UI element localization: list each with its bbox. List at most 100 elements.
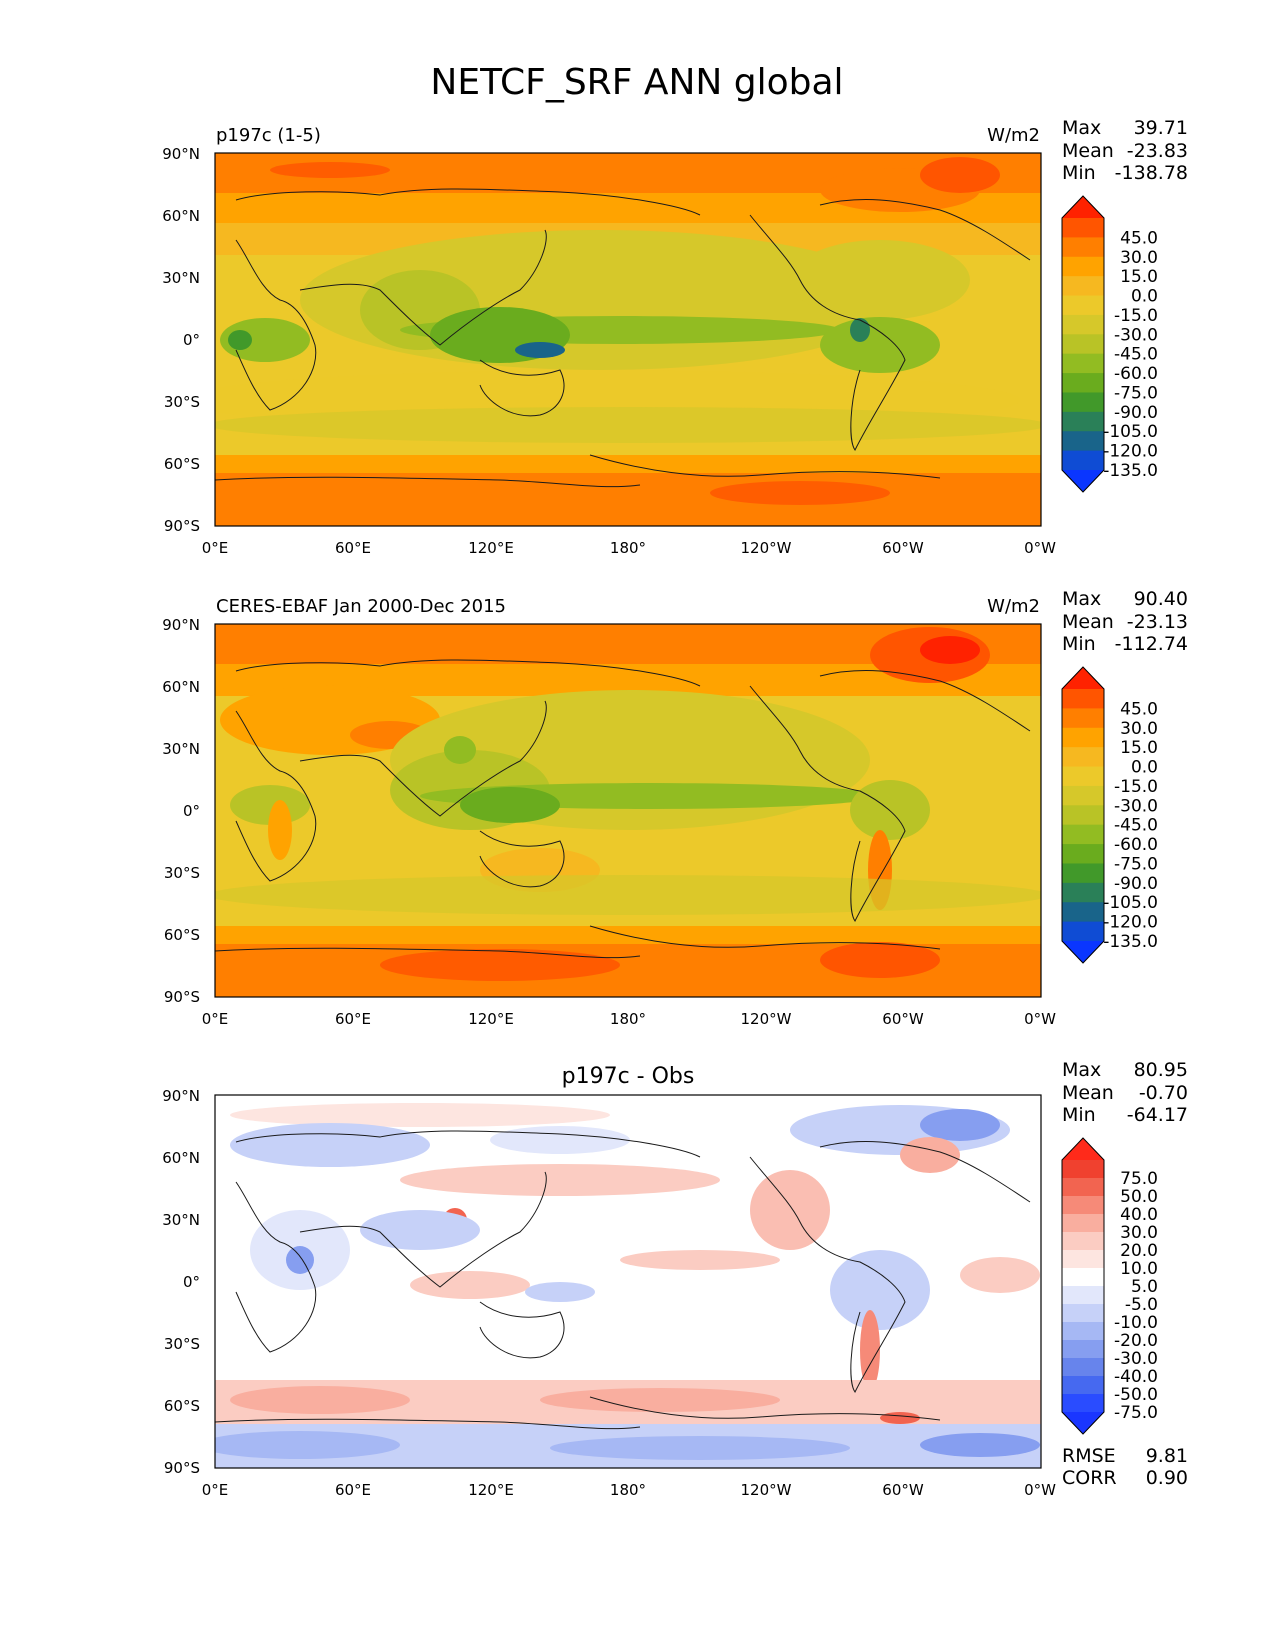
stat-value: 9.81 [1146,1445,1188,1467]
stat-value: -23.13 [1127,611,1188,633]
colorbar-swatch [1062,431,1104,452]
colorbar-swatch [1062,844,1104,865]
map-frame [214,152,1042,527]
stat-value: -112.74 [1115,633,1188,655]
colorbar-swatch [1062,863,1104,884]
panel-center-title: p197c - Obs [562,1064,695,1089]
lat-tick-label: 60°S [164,455,200,473]
colorbar-tick-label: 40.0 [1120,1205,1158,1225]
panel-units: W/m2 [987,596,1040,617]
lat-tick-label: 90°N [162,145,200,163]
colorbar-swatch [1062,902,1104,923]
colorbar-tick-label: -15.0 [1114,306,1158,326]
colorbar-tick-label: 0.0 [1131,287,1158,307]
colorbar-tick-label: -15.0 [1114,777,1158,797]
colorbar-tick-label: -45.0 [1114,816,1158,836]
lon-tick-label: 0°W [1024,539,1056,557]
lon-tick-label: 0°W [1024,1010,1056,1028]
lon-tick-label: 0°E [202,539,229,557]
lat-tick-label: 90°S [164,517,200,535]
colorbar-swatch [1062,392,1104,413]
lat-tick-label: 60°S [164,926,200,944]
colorbar-tick-label: -90.0 [1114,403,1158,423]
lon-tick-label: 120°W [741,1481,792,1499]
stat-label: Min [1062,633,1096,655]
colorbar-swatch [1062,411,1104,432]
colorbar-swatch [1062,1322,1104,1341]
colorbar-swatch [1062,689,1104,709]
stats-block: Max 90.40 Mean -23.13 Min -112.74 [1062,588,1188,655]
lon-tick-label: 60°E [335,1010,371,1028]
colorbar-tick-label: -5.0 [1125,1295,1158,1315]
stats-block: Max 39.71 Mean -23.83 Min -138.78 [1062,117,1188,184]
colorbar-swatch [1062,785,1104,806]
stat-value: -23.83 [1127,140,1188,162]
stat-label: CORR [1062,1467,1117,1489]
colorbar-swatch [1062,1286,1104,1305]
coastlines-difference [215,1130,1031,1430]
colorbar-swatch [1062,353,1104,374]
lat-tick-label: 30°N [162,1211,200,1229]
colorbar-swatch [1062,1160,1104,1179]
stat-label: Mean [1062,140,1114,162]
stat-label: Max [1062,1059,1101,1081]
colorbar-tick-label: -30.0 [1114,1349,1158,1369]
lat-tick-label: 90°N [162,1087,200,1105]
lat-tick-label: 60°N [162,207,200,225]
colorbar-swatch [1062,1376,1104,1395]
stat-label: RMSE [1062,1445,1116,1467]
lon-tick-label: 180° [610,1010,646,1028]
lon-tick-label: 120°E [468,1481,514,1499]
lon-tick-label: 0°W [1024,1481,1056,1499]
colorbar-tick-label: -40.0 [1114,1367,1158,1387]
stat-value: -64.17 [1127,1104,1188,1126]
lat-tick-label: 30°N [162,740,200,758]
error-stats-block: RMSE 9.81 CORR 0.90 [1062,1445,1188,1489]
lat-tick-labels: 90°N 60°N 30°N 0° 30°S 60°S 90°S [162,616,200,1006]
colorbar-swatch [1062,218,1104,238]
colorbar-tick-label: -75.0 [1114,1403,1158,1423]
stat-value: -138.78 [1115,162,1188,184]
stat-value: 39.71 [1134,117,1188,139]
colorbar-tick-label: -135.0 [1103,932,1158,952]
lat-tick-label: 60°S [164,1397,200,1415]
colorbar-swatch [1062,708,1104,729]
lat-tick-label: 90°S [164,988,200,1006]
colorbar-tick-label: 30.0 [1120,1223,1158,1243]
lat-tick-label: 30°S [164,864,200,882]
colorbar-tick-label: 75.0 [1120,1169,1158,1189]
colorbar-tick-label: -75.0 [1114,383,1158,403]
colorbar-tick-label: -90.0 [1114,874,1158,894]
colorbar-tick-label: 5.0 [1131,1277,1158,1297]
lat-tick-label: 90°N [162,616,200,634]
colorbar-tick-label: -120.0 [1103,913,1158,933]
lat-tick-label: 60°N [162,678,200,696]
panel-difference: p197c - Obs Max 80.95 Mean -0.70 Min -64… [162,1059,1188,1499]
stat-label: Mean [1062,1082,1114,1104]
colorbar-swatch [1062,295,1104,316]
lon-tick-label: 0°E [202,1010,229,1028]
stat-label: Min [1062,1104,1096,1126]
colorbar-outline [1061,195,1105,493]
stats-block: Max 80.95 Mean -0.70 Min -64.17 [1062,1059,1188,1126]
lat-tick-label: 30°S [164,1335,200,1353]
colorbar-swatch [1062,747,1104,768]
lat-tick-label: 30°S [164,393,200,411]
colorbar-swatch [1062,1232,1104,1251]
panel-left-title: p197c (1-5) [216,125,321,146]
panel-units: W/m2 [987,125,1040,146]
colorbar-tick-label: -135.0 [1103,461,1158,481]
colorbar-tick-label: 20.0 [1120,1241,1158,1261]
colorbar-swatch [1062,824,1104,845]
stat-label: Min [1062,162,1096,184]
colorbar-swatch [1062,1250,1104,1269]
lat-tick-label: 0° [183,331,200,349]
colorbar-tick-label: 0.0 [1131,758,1158,778]
colorbar-swatch [1062,1340,1104,1359]
colorbar-tick-label: 50.0 [1120,1187,1158,1207]
map-frame [214,1094,1042,1469]
colorbar-extend-max [1062,1138,1104,1160]
lon-tick-labels: 0°E 60°E 120°E 180° 120°W 60°W 0°W [202,1010,1056,1028]
colorbar-swatch [1062,766,1104,787]
stat-label: Mean [1062,611,1114,633]
